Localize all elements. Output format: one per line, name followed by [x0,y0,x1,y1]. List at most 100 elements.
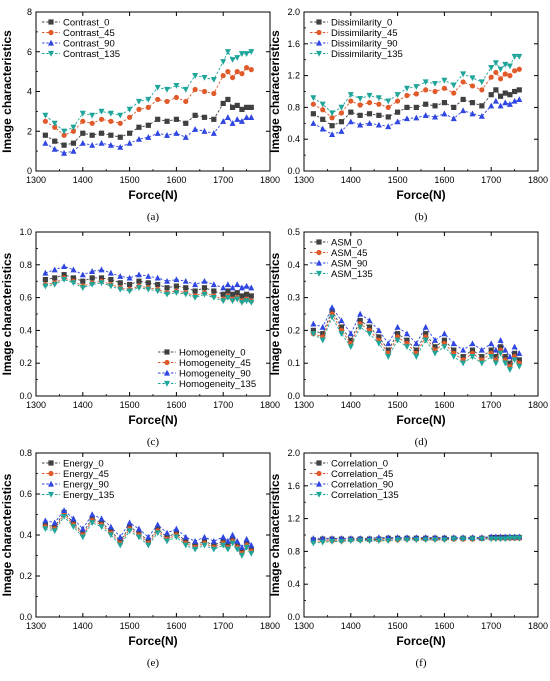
data-point [450,82,457,89]
data-point [516,66,522,72]
legend-marker [48,460,54,466]
data-point [497,344,504,350]
data-point [42,139,49,146]
legend-marker [316,39,322,46]
legend-entry: Energy_0 [42,458,104,469]
x-tick-label: 1500 [388,175,408,185]
data-point [366,92,373,99]
series-asm_0 [310,308,522,366]
x-tick-label: 1500 [120,400,140,410]
y-tick-label: 0.8 [287,102,300,112]
legend-marker [316,29,322,36]
data-point [460,354,466,360]
data-point [126,274,133,281]
data-point [357,310,364,317]
data-point [338,324,345,330]
data-point [173,94,179,101]
data-point [432,113,439,120]
data-point [224,281,231,288]
y-axis-title: Image characteristics [0,473,14,596]
data-point [201,74,208,81]
data-point [155,96,161,103]
data-point [61,276,68,283]
data-point [376,101,382,107]
data-point [497,93,504,99]
data-point [51,145,58,152]
data-point [182,278,189,284]
data-point [210,76,217,83]
data-point [164,118,170,124]
legend-entry: Homogeneity_135 [158,379,256,390]
x-tick-label: 1800 [528,400,548,410]
panel-label: (a) [147,211,160,223]
data-point [238,118,245,124]
data-point [460,107,467,114]
data-point [385,340,392,347]
data-point [225,96,231,103]
data-point [107,283,114,290]
data-point [394,323,401,330]
data-point [493,87,499,93]
x-tick-label: 1700 [481,621,501,631]
data-point [432,537,439,544]
x-tick-label: 1300 [294,175,314,185]
data-point [243,535,250,542]
data-point [229,57,236,63]
legend-entry: Dissimilarity_135 [310,49,403,60]
data-point [451,104,457,110]
data-point [224,114,231,120]
data-point [338,317,345,324]
data-point [243,298,250,305]
y-tick-label: 0.4 [287,579,300,589]
data-point [511,535,518,542]
data-point [441,110,448,117]
legend-marker [316,239,322,245]
legend-marker [316,259,322,266]
data-point [61,132,67,138]
data-point [211,90,217,97]
data-point [357,96,364,102]
data-point [441,344,448,350]
data-point [460,536,467,543]
data-point [42,112,49,119]
data-point [79,139,86,146]
data-point [52,124,58,130]
data-point [61,128,68,135]
data-point [441,85,447,91]
x-tick-label: 1800 [260,175,280,185]
series-contrast_90 [42,114,255,156]
x-tick-label: 1300 [294,400,314,410]
data-point [164,538,171,545]
data-point [248,114,255,120]
data-point [329,110,336,117]
data-point [469,354,476,360]
data-point [89,520,96,526]
legend-entry: Contrast_0 [42,17,109,28]
data-point [70,524,77,530]
data-point [432,350,439,357]
data-point [319,323,326,330]
y-tick-label: 6 [27,47,32,57]
y-axis-title: Image characteristics [268,30,282,153]
series-homogeneity_0 [42,272,254,299]
data-point [145,280,151,286]
legend-label: ASM_90 [331,258,367,269]
data-point [154,130,161,136]
data-point [366,100,373,106]
data-point [154,530,161,537]
series-energy_135 [42,513,255,559]
data-point [234,290,240,296]
data-point [192,537,199,544]
data-point [413,114,420,121]
data-point [61,142,67,148]
data-point [497,102,504,109]
data-point [310,540,317,547]
legend-label: Energy_0 [63,458,104,469]
data-point [488,74,494,80]
data-point [173,276,180,283]
data-point [42,269,49,276]
legend-marker [48,50,54,57]
data-point [450,354,457,360]
data-point [192,546,199,553]
legend-entry: Correlation_90 [310,479,393,490]
